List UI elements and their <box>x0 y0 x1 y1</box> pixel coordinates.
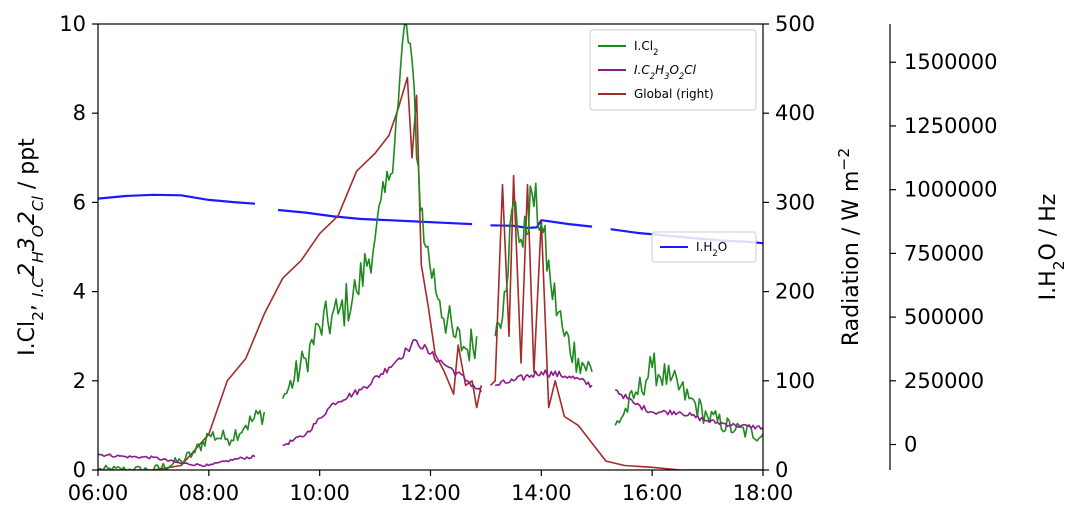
y-right2-label: I.H2O / Hz <box>1036 194 1067 301</box>
y-right2-tick-label: 1250000 <box>904 114 998 138</box>
y-right2-tick-label: 0 <box>904 433 917 457</box>
y-right2-tick-label: 250000 <box>904 369 984 393</box>
y-left-tick-label: 4 <box>73 280 86 304</box>
y-left-tick-label: 6 <box>73 190 86 214</box>
y-right1-tick-label: 200 <box>775 280 815 304</box>
y-right1-label: Radiation / W m−2 <box>835 148 864 346</box>
legend-label: Global (right) <box>634 87 714 101</box>
x-tick-label: 08:00 <box>179 481 240 505</box>
series-line <box>98 76 763 470</box>
y-right1-tick-label: 500 <box>775 12 815 36</box>
y-left-tick-label: 0 <box>73 458 86 482</box>
x-tick-label: 06:00 <box>68 481 129 505</box>
y-left-tick-label: 8 <box>73 101 86 125</box>
series-line <box>98 24 763 470</box>
x-tick-label: 12:00 <box>400 481 461 505</box>
legend-main: I.Cl2 I.C2H3O2Cl Global (right) <box>589 29 757 111</box>
y-left-tick-label: 2 <box>73 369 86 393</box>
legend-frame <box>651 231 757 263</box>
legend-label: I.Cl2 <box>634 39 658 57</box>
y-right1-tick-label: 300 <box>775 190 815 214</box>
y-right1-tick-label: 400 <box>775 101 815 125</box>
y-right1-tick-label: 100 <box>775 369 815 393</box>
x-tick-label: 18:00 <box>733 481 794 505</box>
right2-ticks: 0 250000 500000 750000 1000000 1250000 1500000 <box>890 50 998 457</box>
y-left-label: I.Cl2, I.C2H3O2Cl / ppt <box>15 138 47 356</box>
y-right2-tick-label: 1000000 <box>904 178 998 202</box>
left-ticks: 0 2 4 6 8 10 <box>59 12 98 482</box>
series-line <box>98 338 763 468</box>
x-tick-label: 14:00 <box>511 481 572 505</box>
y-right2-tick-label: 1500000 <box>904 50 998 74</box>
y-right1-tick-label: 0 <box>775 458 788 482</box>
series-layer <box>98 24 763 470</box>
right1-ticks: 0 100 200 300 400 500 <box>763 12 815 482</box>
legend-label: I.C2H3O2Cl <box>634 63 697 81</box>
legend-frame <box>589 29 757 111</box>
y-left-tick-label: 10 <box>59 12 86 36</box>
x-tick-label: 10:00 <box>289 481 350 505</box>
x-ticks: 06:00 08:00 10:00 12:00 14:00 16:00 18:00 <box>68 470 794 505</box>
y-right2-tick-label: 750000 <box>904 241 984 265</box>
x-tick-label: 16:00 <box>622 481 683 505</box>
legend-label: I.H2O <box>696 240 727 258</box>
series-line <box>98 193 763 245</box>
y-right2-tick-label: 500000 <box>904 305 984 329</box>
legend-h2o: I.H2O <box>651 231 757 263</box>
